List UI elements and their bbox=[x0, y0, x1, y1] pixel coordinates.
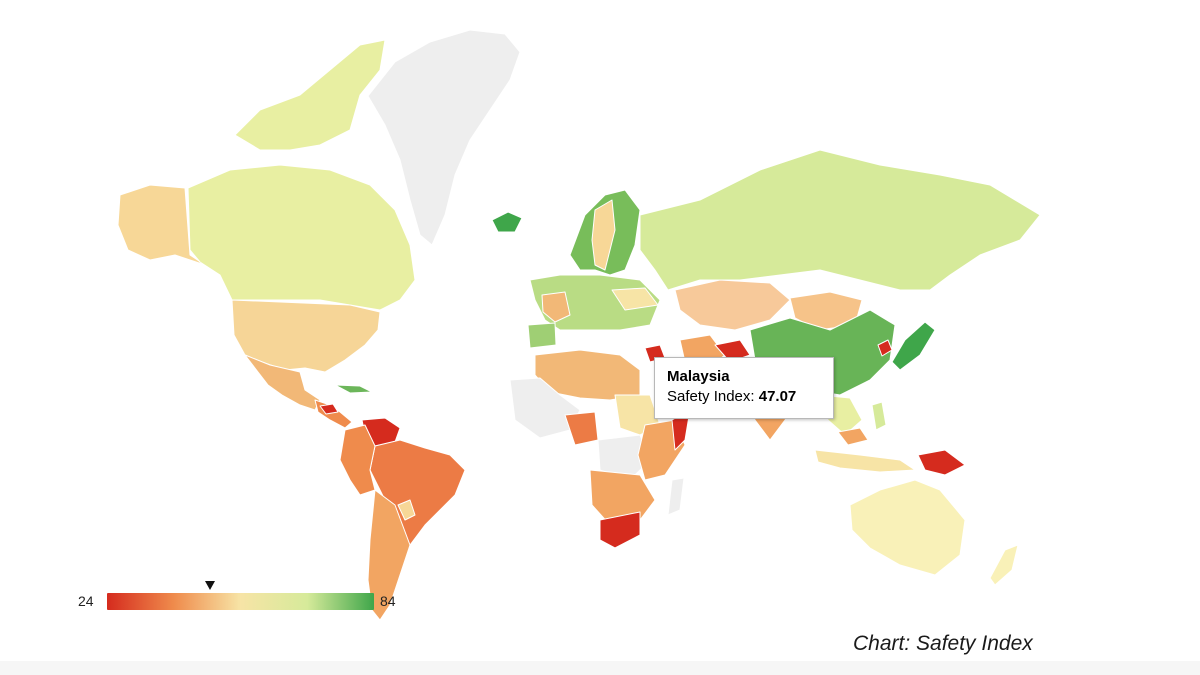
tooltip-value: 47.07 bbox=[758, 388, 797, 405]
legend-color-scale bbox=[107, 593, 374, 610]
country-afghanistan[interactable] bbox=[714, 339, 751, 363]
country-south-africa[interactable] bbox=[599, 511, 641, 549]
country-france[interactable] bbox=[541, 291, 571, 323]
country-argentina-chile[interactable] bbox=[367, 489, 411, 621]
country-spain[interactable] bbox=[527, 322, 557, 349]
legend-max-label: 84 bbox=[380, 593, 396, 609]
country-canada-arctic-islands[interactable] bbox=[234, 39, 386, 151]
bottom-strip bbox=[0, 661, 1200, 675]
country-cuba[interactable] bbox=[334, 384, 373, 394]
country-indonesia[interactable] bbox=[814, 449, 916, 473]
country-madagascar[interactable] bbox=[667, 477, 685, 516]
country-mexico[interactable] bbox=[244, 354, 321, 411]
country-iceland[interactable] bbox=[491, 211, 523, 233]
chart-caption: Chart: Safety Index bbox=[853, 632, 1033, 655]
country-colombia-peru[interactable] bbox=[339, 424, 376, 496]
country-australia[interactable] bbox=[849, 479, 966, 576]
country-japan[interactable] bbox=[891, 321, 936, 371]
tooltip-country-name: Malaysia bbox=[667, 368, 730, 385]
country-honduras[interactable] bbox=[319, 403, 339, 415]
country-north-korea[interactable] bbox=[877, 339, 893, 357]
country-canada[interactable] bbox=[187, 164, 416, 311]
country-papua-new-guinea[interactable] bbox=[917, 449, 966, 476]
country-malaysia[interactable] bbox=[837, 427, 869, 446]
country-kazakhstan[interactable] bbox=[674, 279, 791, 331]
country-alaska[interactable] bbox=[117, 184, 206, 266]
country-nigeria-cameroon[interactable] bbox=[564, 411, 599, 446]
tooltip-metric-label: Safety Index: bbox=[667, 388, 759, 405]
country-sweden[interactable] bbox=[591, 199, 616, 271]
country-greenland[interactable] bbox=[367, 29, 521, 246]
legend-value-marker bbox=[204, 581, 215, 590]
country-paraguay[interactable] bbox=[397, 499, 416, 521]
tooltip-metric-row: Safety Index: 47.07 bbox=[667, 386, 821, 408]
legend-min-label: 24 bbox=[78, 593, 94, 609]
country-russia[interactable] bbox=[639, 149, 1041, 291]
country-new-zealand[interactable] bbox=[989, 544, 1019, 586]
country-central-africa[interactable] bbox=[597, 434, 651, 481]
country-tooltip: Malaysia Safety Index: 47.07 bbox=[654, 357, 834, 419]
country-philippines[interactable] bbox=[871, 401, 887, 431]
country-ukraine[interactable] bbox=[611, 287, 659, 311]
